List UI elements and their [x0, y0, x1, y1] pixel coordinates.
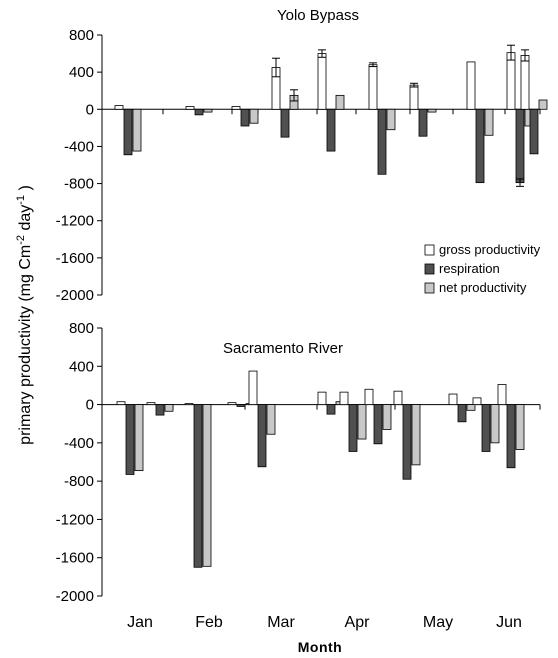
bar-respiration: [125, 404, 135, 475]
bar-net-productivity: [132, 108, 142, 152]
bar-gross-productivity: [409, 84, 419, 110]
bar-respiration: [418, 108, 428, 137]
bar-net-productivity: [202, 404, 212, 567]
y-tick-label: 800: [69, 27, 94, 44]
bar-net-productivity: [490, 404, 500, 444]
bar-respiration: [240, 108, 250, 127]
bar-respiration: [236, 404, 246, 407]
y-tick-label: -1200: [56, 511, 94, 528]
legend-label-gross: gross productivity: [439, 242, 541, 257]
bar-respiration: [257, 404, 267, 468]
y-tick-label: -800: [64, 176, 94, 193]
bar-respiration: [457, 404, 467, 423]
legend-swatch-gross: [424, 244, 435, 256]
bar-gross-productivity: [116, 401, 126, 405]
legend-label-respiration: respiration: [439, 261, 500, 276]
bar-net-productivity: [484, 108, 494, 136]
bar-respiration: [326, 108, 336, 152]
y-tick-label: -400: [64, 435, 94, 452]
bar-gross-productivity: [339, 391, 349, 405]
bar-gross-productivity: [520, 55, 530, 110]
x-axis-title: Month: [298, 639, 342, 655]
bar-net-productivity: [538, 99, 548, 110]
bar-respiration: [377, 108, 387, 175]
bar-gross-productivity: [393, 390, 403, 405]
bar-respiration: [529, 108, 539, 155]
y-tick-label: -2000: [56, 287, 94, 304]
bar-respiration: [373, 404, 383, 445]
y-tick-label: -800: [64, 473, 94, 490]
bar-respiration: [475, 108, 485, 184]
bar-respiration: [280, 108, 290, 138]
bar-net-productivity: [382, 404, 392, 430]
y-tick-label: 0: [86, 397, 94, 414]
y-tick-label: 0: [86, 101, 94, 118]
bar-gross-productivity: [317, 53, 327, 110]
panel-yolo-bypass: Yolo Bypass 800 400 0 -400 -800 -1200 -1600 -20…: [56, 7, 548, 304]
y-tick-label: -400: [64, 138, 94, 155]
x-tick-label: Mar: [267, 614, 295, 631]
bar-gross-productivity: [185, 106, 195, 110]
bar-net-productivity: [134, 404, 144, 472]
bar-net-productivity: [357, 404, 367, 440]
legend: gross productivity respiration net produ…: [424, 242, 541, 295]
bar-respiration: [515, 108, 525, 184]
bar-net-productivity: [411, 404, 421, 466]
y-tick-label: -1600: [56, 250, 94, 267]
bar-net-productivity: [386, 108, 396, 131]
panel-title-yolo-bypass: Yolo Bypass: [277, 7, 359, 24]
bar-net-productivity: [335, 94, 345, 110]
bar-gross-productivity: [466, 61, 476, 110]
bar-net-productivity: [427, 108, 437, 113]
bar-respiration: [348, 404, 358, 452]
legend-swatch-respiration: [424, 263, 435, 275]
bar-gross-productivity: [368, 64, 378, 110]
panel-sacramento-river: Sacramento River 800 400 0 -400 -800 -1200 -16…: [56, 320, 541, 605]
y-tick-label: -2000: [56, 588, 94, 605]
bar-net-productivity: [515, 404, 525, 450]
bar-respiration: [193, 404, 203, 568]
bar-gross-productivity: [248, 370, 258, 405]
bar-net-productivity: [266, 404, 276, 435]
y-tick-label: 400: [69, 358, 94, 375]
legend-label-net: net productivity: [439, 280, 527, 295]
bar-respiration: [123, 108, 133, 156]
y-tick-label: 400: [69, 64, 94, 81]
bar-net-productivity: [203, 108, 213, 113]
x-tick-label: Jan: [127, 614, 153, 631]
x-tick-label: Apr: [345, 614, 371, 631]
y-tick-label: -1600: [56, 550, 94, 567]
bar-respiration: [326, 404, 336, 415]
bar-gross-productivity: [146, 402, 156, 405]
x-tick-label: Feb: [195, 614, 223, 631]
bar-respiration: [155, 404, 165, 416]
bar-net-productivity: [164, 404, 174, 412]
bar-gross-productivity: [184, 403, 194, 406]
panel-title-sacramento-river: Sacramento River: [223, 340, 343, 357]
bar-net-productivity: [249, 108, 259, 124]
x-tick-label: May: [423, 614, 453, 631]
x-tick-label: Jun: [496, 614, 522, 631]
y-tick-label: -1200: [56, 213, 94, 230]
bar-respiration: [481, 404, 491, 452]
bar-gross-productivity: [227, 402, 237, 405]
bar-respiration: [506, 404, 516, 469]
legend-swatch-net: [424, 282, 435, 294]
bar-gross-productivity: [472, 397, 482, 405]
bar-respiration: [402, 404, 412, 480]
bar-gross-productivity: [317, 391, 327, 405]
bar-gross-productivity: [231, 106, 241, 110]
bar-gross-productivity: [448, 393, 458, 405]
bar-net-productivity: [466, 404, 476, 411]
y-axis-title: primary productivity (mg Cm-2 day-1 ): [15, 185, 34, 445]
x-tick-labels: Jan Feb Mar Apr May Jun: [127, 614, 522, 631]
bar-gross-productivity: [497, 384, 507, 405]
bar-gross-productivity: [506, 52, 516, 110]
bar-respiration: [194, 108, 204, 116]
y-tick-label: 800: [69, 320, 94, 337]
bar-gross-productivity: [364, 388, 374, 405]
bar-gross-productivity: [114, 105, 124, 110]
